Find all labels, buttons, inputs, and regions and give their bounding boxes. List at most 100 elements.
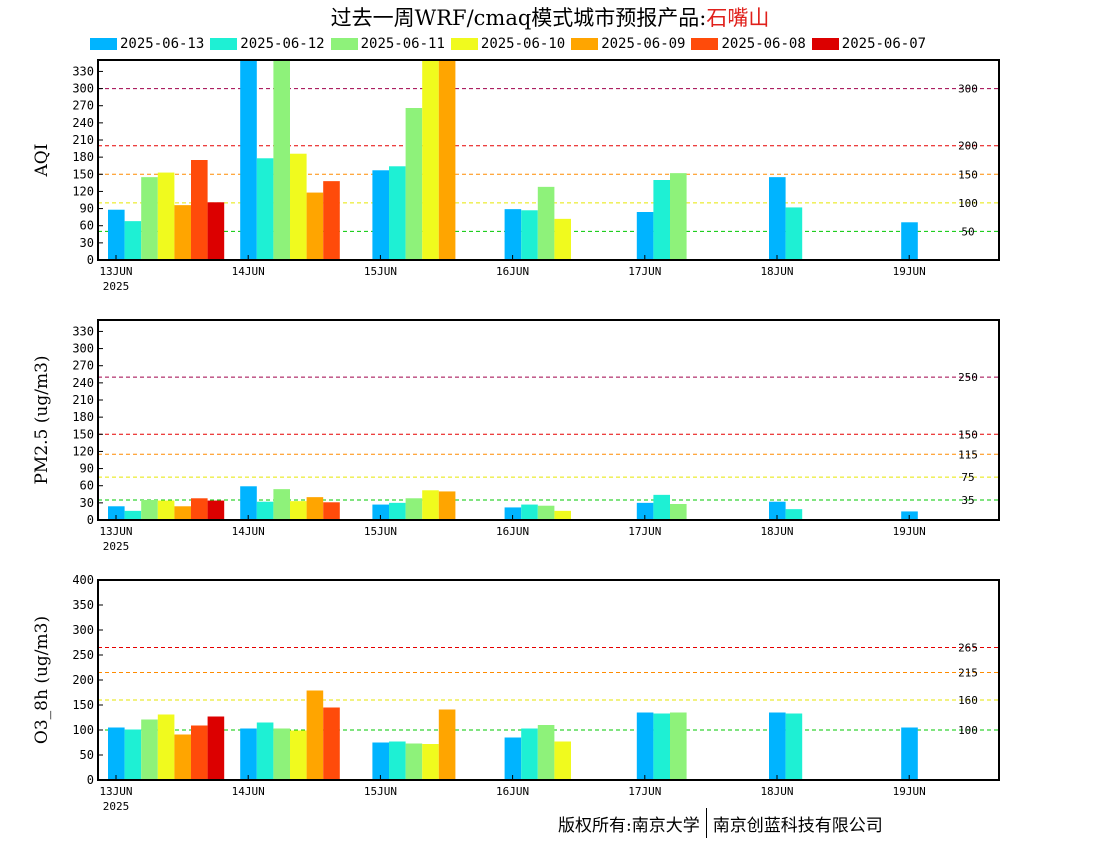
bar (240, 728, 257, 780)
bar (670, 504, 687, 520)
y-tick-label: 100 (72, 723, 94, 737)
bar (108, 209, 125, 260)
y-tick-label: 270 (72, 99, 94, 113)
legend-item: 2025-06-08 (691, 36, 806, 52)
bar (537, 505, 555, 520)
y-tick-label: 150 (72, 427, 94, 441)
y-tick-label: 50 (80, 748, 94, 762)
legend-swatch (210, 38, 238, 50)
bar (521, 210, 538, 260)
y-tick-label: 150 (72, 167, 94, 181)
bar (256, 722, 274, 780)
legend-item: 2025-06-12 (210, 36, 325, 52)
x-tick-label: 19JUN (893, 265, 926, 278)
legend-item: 2025-06-10 (450, 36, 565, 52)
legend-item: 2025-06-07 (811, 36, 927, 52)
copyright: 版权所有:南京大学 南京创蓝科技有限公司 (558, 808, 883, 838)
bar (670, 712, 687, 780)
x-tick-label: 13JUN (99, 525, 132, 538)
legend-label: 2025-06-09 (601, 36, 686, 52)
bar (405, 498, 423, 520)
x-tick-label: 18JUN (760, 265, 793, 278)
y-tick-label: 300 (72, 342, 94, 356)
legend-item: 2025-06-11 (330, 36, 445, 52)
panel-frame (97, 59, 1000, 261)
legend: 2025-06-13 2025-06-12 2025-06-11 2025-06-10… (90, 36, 932, 52)
bar (323, 181, 340, 260)
bar (653, 494, 670, 520)
legend-item: 2025-06-09 (571, 36, 685, 52)
y-tick-label: 150 (72, 698, 94, 712)
y-tick-label: 210 (72, 393, 94, 407)
bar (273, 728, 290, 780)
x-tick-label: 19JUN (893, 785, 926, 798)
y-tick-label: 90 (80, 202, 94, 216)
threshold-label: 115 (958, 448, 978, 461)
bar (306, 690, 324, 780)
bar (901, 222, 918, 260)
bar (124, 221, 142, 260)
bar (537, 186, 555, 260)
x-year-label: 2025 (103, 800, 130, 813)
legend-label: 2025-06-13 (120, 36, 205, 52)
x-year-label: 2025 (103, 540, 130, 553)
bar (157, 714, 175, 780)
bar (389, 741, 406, 780)
threshold-label: 35 (961, 494, 974, 507)
bar (157, 172, 175, 260)
bar (504, 209, 522, 260)
legend-label: 2025-06-07 (841, 36, 927, 52)
y-tick-label: 90 (80, 462, 94, 476)
y-axis-label: AQI (32, 144, 52, 178)
x-tick-label: 17JUN (628, 785, 661, 798)
bar (108, 506, 125, 520)
y-tick-label: 60 (80, 479, 94, 493)
bar (554, 741, 571, 780)
bar (323, 707, 340, 780)
legend-label: 2025-06-12 (240, 36, 325, 52)
bar (504, 507, 522, 520)
bar (273, 489, 290, 520)
y-tick-label: 300 (72, 82, 94, 96)
bar (108, 727, 125, 780)
bar (124, 510, 142, 520)
y-tick-label: 240 (72, 116, 94, 130)
y-axis-label: PM2.5 (ug/m3) (32, 355, 52, 484)
bar (389, 166, 406, 260)
copyright-separator (705, 808, 707, 838)
threshold-label: 200 (958, 140, 978, 153)
y-tick-label: 400 (72, 573, 94, 587)
bar (504, 737, 522, 780)
x-tick-label: 14JUN (232, 525, 265, 538)
title-city: 石嘴山 (706, 6, 770, 30)
threshold-label: 250 (958, 371, 978, 384)
bar (521, 504, 538, 520)
bar (372, 170, 389, 260)
bar (207, 500, 225, 520)
y-tick-label: 30 (80, 236, 94, 250)
x-tick-label: 14JUN (232, 265, 265, 278)
x-tick-label: 13JUN (99, 785, 132, 798)
bar (422, 490, 439, 520)
bar (174, 734, 191, 780)
bar (240, 60, 257, 260)
y-tick-label: 300 (72, 623, 94, 637)
bar (174, 205, 191, 260)
bar (554, 218, 571, 260)
chart-title: 过去一周WRF/cmaq模式城市预报产品:石嘴山 (0, 2, 1100, 32)
x-tick-label: 16JUN (496, 785, 529, 798)
threshold-label: 50 (961, 225, 974, 238)
bar (438, 709, 456, 780)
y-tick-label: 350 (72, 598, 94, 612)
bar (207, 202, 225, 260)
legend-label: 2025-06-11 (360, 36, 445, 52)
threshold-label: 300 (958, 83, 978, 96)
bar (653, 180, 670, 260)
bar (438, 491, 456, 520)
bar (191, 498, 208, 520)
y-tick-label: 60 (80, 219, 94, 233)
threshold-label: 160 (958, 694, 978, 707)
x-year-label: 2025 (103, 280, 130, 293)
legend-swatch (571, 38, 599, 50)
